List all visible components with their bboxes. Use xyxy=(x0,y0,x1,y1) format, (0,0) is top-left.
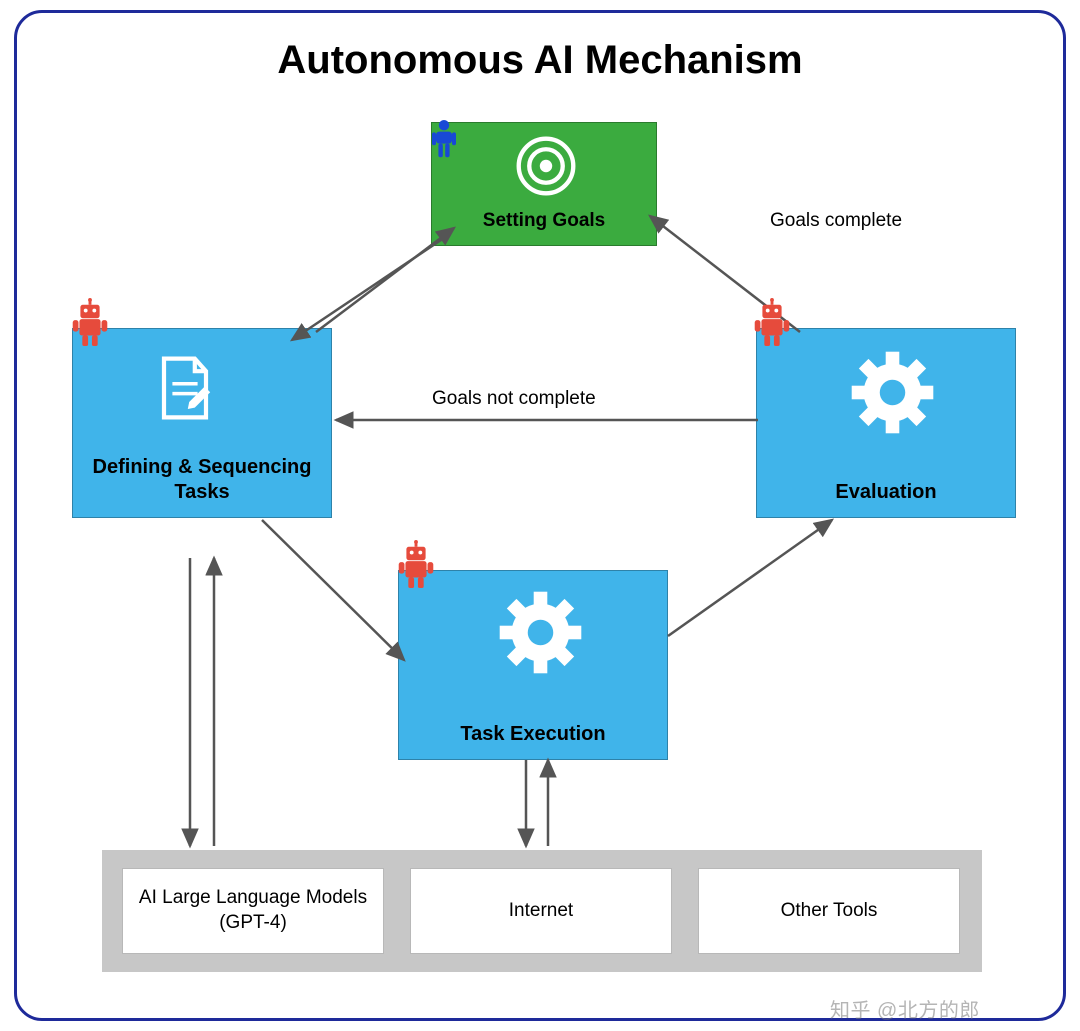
node-label: Task Execution xyxy=(460,722,605,747)
tool-label: AI Large Language Models (GPT-4) xyxy=(133,886,373,935)
node-label: Setting Goals xyxy=(483,209,605,233)
tool-llm: AI Large Language Models (GPT-4) xyxy=(122,868,384,954)
robot-icon xyxy=(392,536,440,594)
document-edit-icon xyxy=(150,348,220,428)
tool-other: Other Tools xyxy=(698,868,960,954)
edge-label-goals-complete: Goals complete xyxy=(770,210,902,232)
target-icon xyxy=(515,135,577,197)
diagram-title: Autonomous AI Mechanism xyxy=(0,38,1080,83)
gear-icon xyxy=(850,350,935,435)
person-icon xyxy=(424,108,464,168)
tool-label: Other Tools xyxy=(781,899,878,924)
robot-icon xyxy=(748,294,796,352)
tool-label: Internet xyxy=(509,899,573,924)
node-label: Defining & Sequencing Tasks xyxy=(81,455,323,505)
robot-icon xyxy=(66,294,114,352)
gear-icon xyxy=(498,590,583,675)
watermark: 知乎 @北方的郎 xyxy=(830,994,980,1023)
tool-internet: Internet xyxy=(410,868,672,954)
node-label: Evaluation xyxy=(835,480,936,505)
edge-label-goals-not-complete: Goals not complete xyxy=(432,388,596,410)
